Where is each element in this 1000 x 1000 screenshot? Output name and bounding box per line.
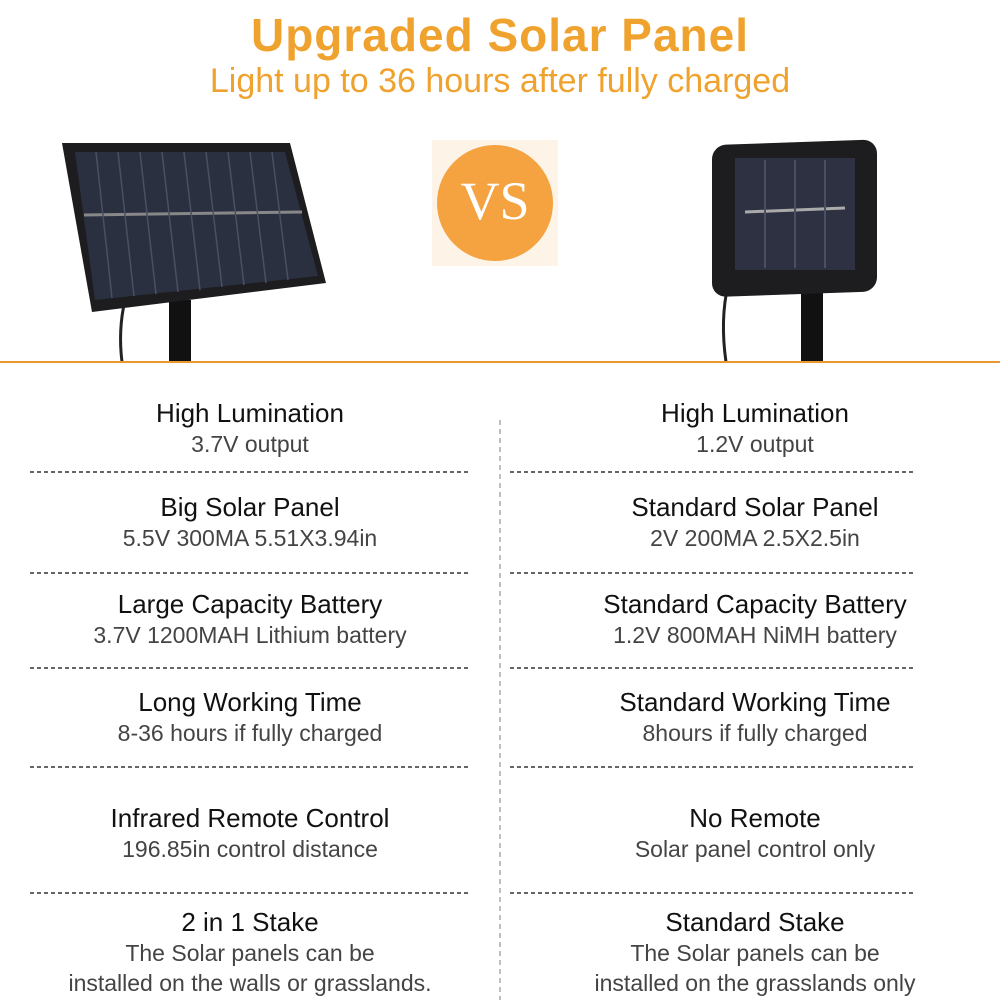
vs-label: VS — [460, 171, 530, 231]
subtitle: Light up to 36 hours after fully charged — [209, 62, 791, 100]
left-feature-title: Big Solar Panel — [160, 492, 340, 522]
left-feature-title: High Lumination — [156, 398, 344, 428]
right-feature-description: 2V 200MA 2.5X2.5in — [650, 525, 860, 551]
row-dividers — [30, 471, 915, 894]
left-feature-title: Long Working Time — [138, 687, 362, 717]
left-feature-description: The Solar panels can be — [125, 940, 375, 966]
left-feature-title: Large Capacity Battery — [117, 589, 383, 619]
title: Upgraded Solar Panel — [250, 9, 749, 61]
left-feature-title: Infrared Remote Control — [110, 803, 390, 833]
left-feature-description: 196.85in control distance — [122, 836, 378, 862]
left-feature-title: 2 in 1 Stake — [181, 907, 319, 937]
right-feature-description: 1.2V output — [696, 431, 814, 457]
right-feature-title: Standard Solar Panel — [631, 492, 879, 522]
right-feature-title: Standard Capacity Battery — [603, 589, 907, 619]
right-feature-title: Standard Stake — [665, 907, 845, 937]
right-feature-description: 8hours if fully charged — [642, 720, 868, 746]
standard-solar-panel — [712, 139, 877, 363]
right-feature-title: Standard Working Time — [619, 687, 891, 717]
vs-circle — [437, 145, 553, 261]
left-feature-description: 3.7V 1200MAH Lithium battery — [93, 622, 407, 648]
right-feature-description: The Solar panels can be — [630, 940, 880, 966]
large-solar-panel — [62, 143, 326, 363]
right-feature-description: Solar panel control only — [634, 836, 876, 862]
right-feature-title: No Remote — [689, 803, 821, 833]
left-feature-description: 3.7V output — [191, 431, 309, 457]
right-feature-description: 1.2V 800MAH NiMH battery — [613, 622, 897, 648]
left-feature-description: installed on the walls or grasslands. — [68, 970, 432, 996]
left-feature-description: 8-36 hours if fully charged — [117, 720, 383, 746]
right-feature-description: installed on the grasslands only — [594, 970, 916, 996]
left-feature-description: 5.5V 300MA 5.51X3.94in — [122, 525, 378, 551]
right-feature-title: High Lumination — [661, 398, 849, 428]
